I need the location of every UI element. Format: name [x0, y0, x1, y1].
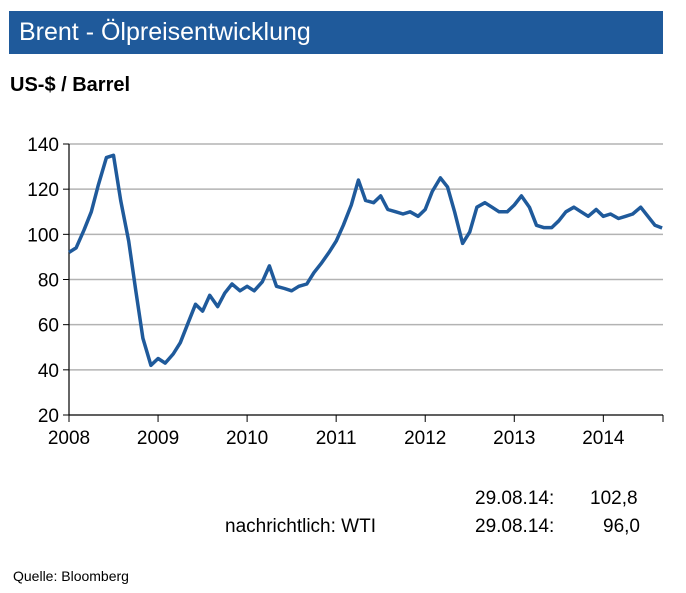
x-tick-label: 2012	[404, 428, 446, 449]
x-tick-label: 2009	[137, 428, 179, 449]
y-tick-label: 60	[38, 316, 59, 337]
y-tick-label: 120	[27, 180, 59, 201]
unit-label: US-$ / Barrel	[10, 74, 131, 96]
brent-date: 29.08.14:	[475, 488, 555, 509]
y-axis: 20 40 60 80 100 120 140	[27, 135, 70, 427]
y-tick-label: 20	[38, 406, 59, 427]
y-tick-label: 100	[27, 225, 59, 246]
chart-title: Brent - Ölpreisentwicklung	[19, 18, 311, 46]
x-axis: 2008 2009 2010 2011 2012 2013 2014	[48, 414, 664, 449]
x-tick-label: 2011	[316, 428, 357, 449]
x-tick-label: 2008	[48, 428, 90, 449]
grid-lines	[69, 143, 663, 371]
brent-value: 102,8	[590, 488, 638, 509]
wti-date: 29.08.14:	[475, 516, 555, 537]
wti-label: nachrichtlich: WTI	[225, 516, 376, 537]
y-tick-label: 140	[27, 135, 59, 156]
y-tick-label: 80	[38, 271, 59, 292]
source-note: Quelle: Bloomberg	[13, 568, 129, 584]
x-tick-label: 2013	[493, 428, 535, 449]
y-tick-label: 40	[38, 361, 59, 382]
chart-title-bar: Brent - Ölpreisentwicklung	[9, 11, 663, 54]
x-tick-label: 2010	[226, 428, 268, 449]
series-line	[68, 153, 663, 368]
x-tick-label: 2014	[582, 428, 625, 449]
wti-value: 96,0	[603, 516, 640, 537]
